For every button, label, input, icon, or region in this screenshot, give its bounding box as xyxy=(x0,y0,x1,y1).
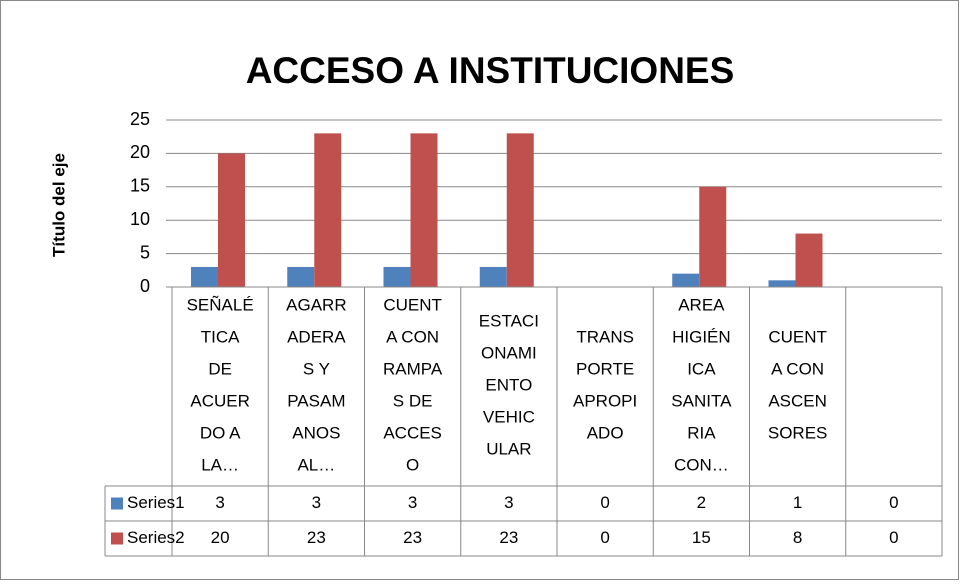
table-value: 15 xyxy=(692,528,711,547)
x-tick-label: CUENT xyxy=(383,295,442,314)
x-tick-label: RIA xyxy=(687,423,716,442)
x-tick-label: CON… xyxy=(674,455,729,474)
table-value: 20 xyxy=(211,528,230,547)
x-tick-label: SEÑALÉ xyxy=(187,295,254,314)
x-tick-label: ENTO xyxy=(485,375,532,394)
x-tick-label: ASCEN xyxy=(768,391,827,410)
legend-swatch xyxy=(111,497,123,510)
bar xyxy=(383,266,411,287)
y-tick-label: 5 xyxy=(140,242,150,262)
x-tick-label: VEHIC xyxy=(483,407,535,426)
x-tick-label: SANITA xyxy=(671,391,732,410)
table-value: 2 xyxy=(697,493,706,512)
bar xyxy=(795,233,823,287)
legend-label: Series1 xyxy=(127,493,185,512)
x-tick-label: DE xyxy=(208,359,232,378)
table-value: 8 xyxy=(793,528,802,547)
x-tick-label: AGARR xyxy=(286,295,346,314)
x-tick-label: AL… xyxy=(297,455,335,474)
x-tick-label: ESTACI xyxy=(479,311,539,330)
chart-title: ACCESO A INSTITUCIONES xyxy=(246,50,735,91)
x-tick-label: S Y xyxy=(303,359,330,378)
x-tick-label: PASAM xyxy=(287,391,345,410)
bar xyxy=(314,133,342,287)
x-tick-label: ADO xyxy=(587,423,624,442)
table-value: 0 xyxy=(600,493,609,512)
bar xyxy=(410,133,438,287)
x-tick-label: PORTE xyxy=(576,359,634,378)
x-tick-label: ACCES xyxy=(383,423,442,442)
table-value: 23 xyxy=(499,528,518,547)
bar xyxy=(768,280,796,287)
bar xyxy=(287,266,315,287)
x-tick-label: DO A xyxy=(200,423,241,442)
x-tick-label: RAMPA xyxy=(383,359,443,378)
table-value: 3 xyxy=(312,493,321,512)
x-tick-label: ACUER xyxy=(190,391,250,410)
bar xyxy=(191,266,218,287)
bar xyxy=(672,273,700,287)
x-tick-label: ADERA xyxy=(287,327,346,346)
table-value: 23 xyxy=(403,528,422,547)
x-tick-label: ONAMI xyxy=(481,343,537,362)
table-value: 0 xyxy=(600,528,609,547)
table-value: 23 xyxy=(307,528,326,547)
bar xyxy=(506,133,534,287)
x-tick-label: HIGIÉN xyxy=(672,327,731,346)
bar xyxy=(479,266,507,287)
y-axis-title: Título del eje xyxy=(49,153,68,257)
y-tick-label: 25 xyxy=(130,109,150,129)
y-tick-label: 0 xyxy=(140,276,150,296)
x-tick-label: A CON xyxy=(771,359,824,378)
x-tick-label: SORES xyxy=(768,423,828,442)
table-value: 0 xyxy=(889,493,898,512)
table-value: 3 xyxy=(408,493,417,512)
x-tick-label: S DE xyxy=(393,391,433,410)
table-value: 3 xyxy=(215,493,224,512)
x-tick-label: ULAR xyxy=(486,439,531,458)
y-tick-label: 15 xyxy=(130,176,150,196)
table-value: 0 xyxy=(889,528,898,547)
x-tick-label: ICA xyxy=(687,359,716,378)
y-tick-label: 20 xyxy=(130,142,150,162)
table-value: 1 xyxy=(793,493,802,512)
bar xyxy=(218,153,245,287)
x-tick-label: CUENT xyxy=(768,327,827,346)
x-tick-label: O xyxy=(406,455,419,474)
x-tick-label: APROPI xyxy=(573,391,637,410)
legend-swatch xyxy=(111,532,123,545)
legend-label: Series2 xyxy=(127,528,185,547)
x-tick-label: TICA xyxy=(201,327,240,346)
bar xyxy=(699,186,727,287)
x-tick-label: TRANS xyxy=(576,327,634,346)
x-tick-label: AREA xyxy=(678,295,725,314)
x-tick-label: ANOS xyxy=(292,423,340,442)
x-tick-label: A CON xyxy=(386,327,439,346)
y-tick-label: 10 xyxy=(130,209,150,229)
x-tick-label: LA… xyxy=(201,455,239,474)
table-value: 3 xyxy=(504,493,513,512)
